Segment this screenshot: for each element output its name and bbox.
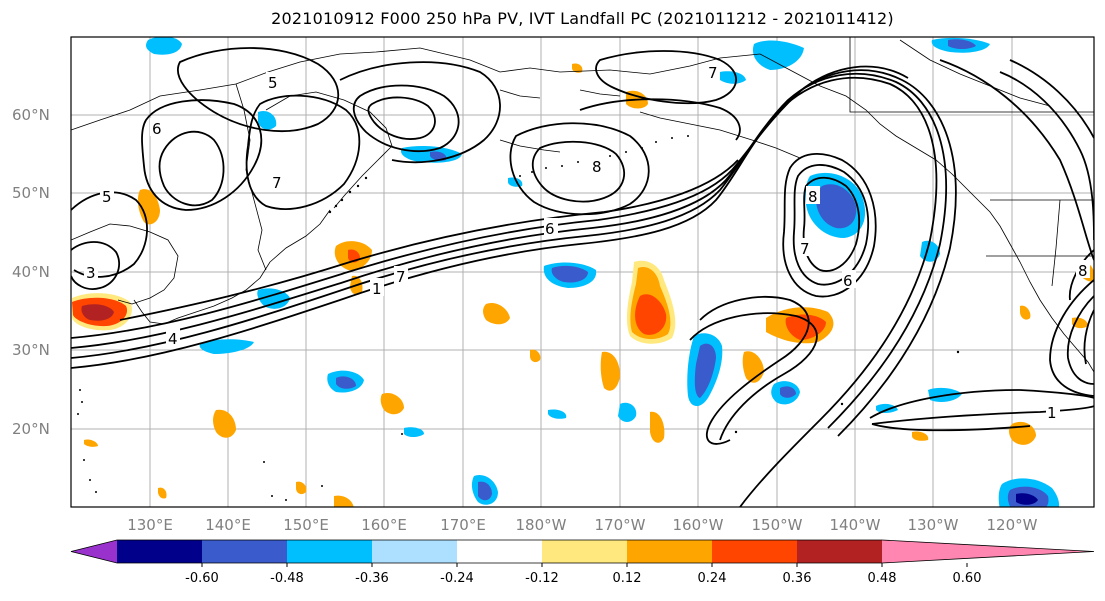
contour-label: 1: [372, 280, 382, 298]
pv-contours: [71, 47, 1094, 507]
contour-label: 8: [592, 158, 602, 176]
contour-label: 4: [168, 330, 178, 348]
contour-label: 7: [800, 240, 810, 258]
colorbar-segment: [542, 540, 627, 563]
contour-label: 6: [152, 120, 162, 138]
colorbar-segment: [287, 540, 372, 563]
colorbar-extend-low: [71, 540, 117, 563]
colorbar-tick-label: -0.48: [270, 571, 304, 586]
colorbar-tick-label: -0.60: [185, 571, 219, 586]
colorbar-segment: [117, 540, 202, 563]
lon-label: 130°W: [908, 516, 959, 534]
lon-label: 180°W: [516, 516, 567, 534]
coastlines: [71, 37, 1094, 373]
islands: [77, 135, 960, 501]
colorbar-extend-high: [882, 540, 1094, 563]
gridlines: [71, 37, 1094, 507]
lon-label: 130°E: [127, 516, 173, 534]
colorbar-tick-label: 0.48: [868, 571, 897, 586]
contour-label: 7: [708, 64, 718, 82]
contour-label: 3: [86, 264, 96, 282]
colorbar-tick-label: -0.36: [355, 571, 389, 586]
contour-label: 5: [102, 188, 112, 206]
contour-label: 5: [268, 74, 278, 92]
lon-label: 120°W: [987, 516, 1038, 534]
contour-label: 6: [545, 220, 555, 238]
ivt-shading: [72, 37, 1094, 507]
lon-label: 150°E: [283, 516, 329, 534]
colorbar-segment: [797, 540, 882, 563]
lon-label: 140°W: [830, 516, 881, 534]
longitude-labels: 130°E 140°E 150°E 160°E 170°E 180°W 170°…: [127, 516, 1037, 534]
lat-label-20n: 20°N: [12, 420, 50, 438]
lon-label: 170°E: [440, 516, 486, 534]
colorbar-tick-label: 0.12: [613, 571, 642, 586]
lon-label: 150°W: [752, 516, 803, 534]
colorbar-tick-label: 0.60: [953, 571, 982, 586]
lat-label-40n: 40°N: [12, 263, 50, 281]
lat-label-50n: 50°N: [12, 184, 50, 202]
contour-label: 7: [272, 174, 282, 192]
lat-label-30n: 30°N: [12, 341, 50, 359]
map-title: 2021010912 F000 250 hPa PV, IVT Landfall…: [271, 9, 894, 28]
lon-label: 160°W: [673, 516, 724, 534]
colorbar-outline: [70, 539, 1095, 564]
contour-label: 8: [808, 188, 818, 206]
colorbar-tick-label: 0.24: [698, 571, 727, 586]
lon-label: 160°E: [361, 516, 407, 534]
colorbar-tick-label: -0.12: [525, 571, 559, 586]
colorbar-segment: [372, 540, 457, 563]
contour-label: 6: [843, 272, 853, 290]
lon-label: 170°W: [595, 516, 646, 534]
lat-label-60n: 60°N: [12, 106, 50, 124]
colorbar-segment: [627, 540, 712, 563]
latitude-labels: 60°N 50°N 40°N 30°N 20°N: [12, 106, 50, 438]
contour-label: 1: [1047, 404, 1057, 422]
map-border: [70, 36, 1095, 508]
colorbar: -0.60 -0.48 -0.36 -0.24 -0.12 0.12 0.24 0.36 0.4…: [70, 539, 1095, 586]
lon-label: 140°E: [205, 516, 251, 534]
colorbar-segment: [712, 540, 797, 563]
colorbar-segment: [457, 540, 542, 563]
contour-label: 7: [396, 268, 406, 286]
contour-labels: 1 1 3 4 5 5 6 6 6 7 7 7 7 8 8 8: [84, 62, 1090, 422]
colorbar-tick-label: 0.36: [783, 571, 812, 586]
colorbar-tick-label: -0.24: [440, 571, 474, 586]
colorbar-segment: [202, 540, 287, 563]
contour-label: 8: [1078, 262, 1088, 280]
